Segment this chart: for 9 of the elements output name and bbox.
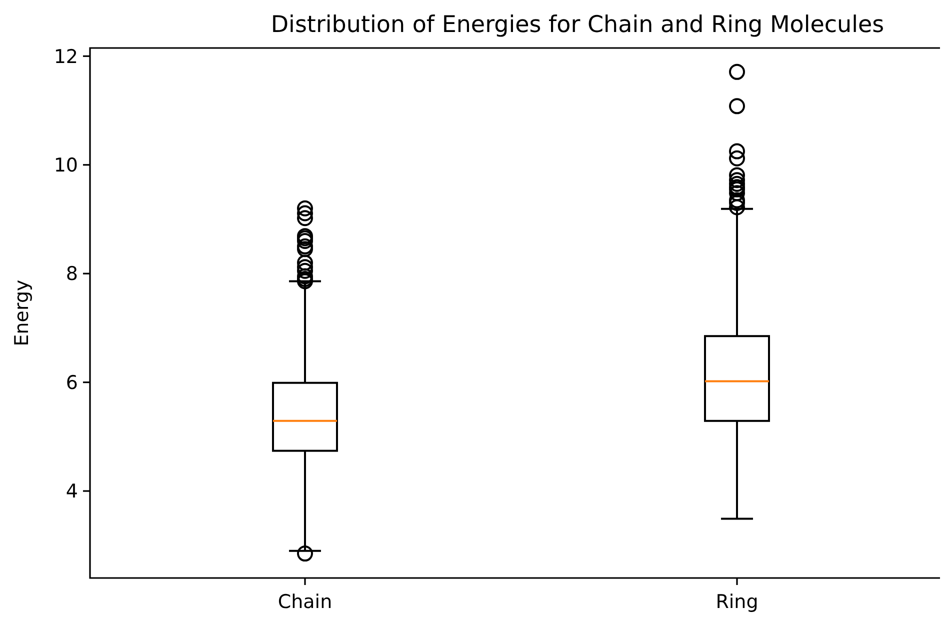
y-tick-label: 6 (66, 372, 78, 394)
y-tick-label: 8 (66, 263, 78, 286)
y-tick-label: 4 (66, 480, 78, 503)
y-tick-label: 10 (54, 154, 78, 177)
y-axis-title: Energy (11, 280, 33, 346)
chart-title: Distribution of Energies for Chain and Ring Molecules (270, 12, 884, 38)
x-tick-label: Ring (716, 591, 758, 613)
y-tick-label: 12 (54, 46, 78, 68)
x-tick-label: Chain (278, 591, 332, 613)
